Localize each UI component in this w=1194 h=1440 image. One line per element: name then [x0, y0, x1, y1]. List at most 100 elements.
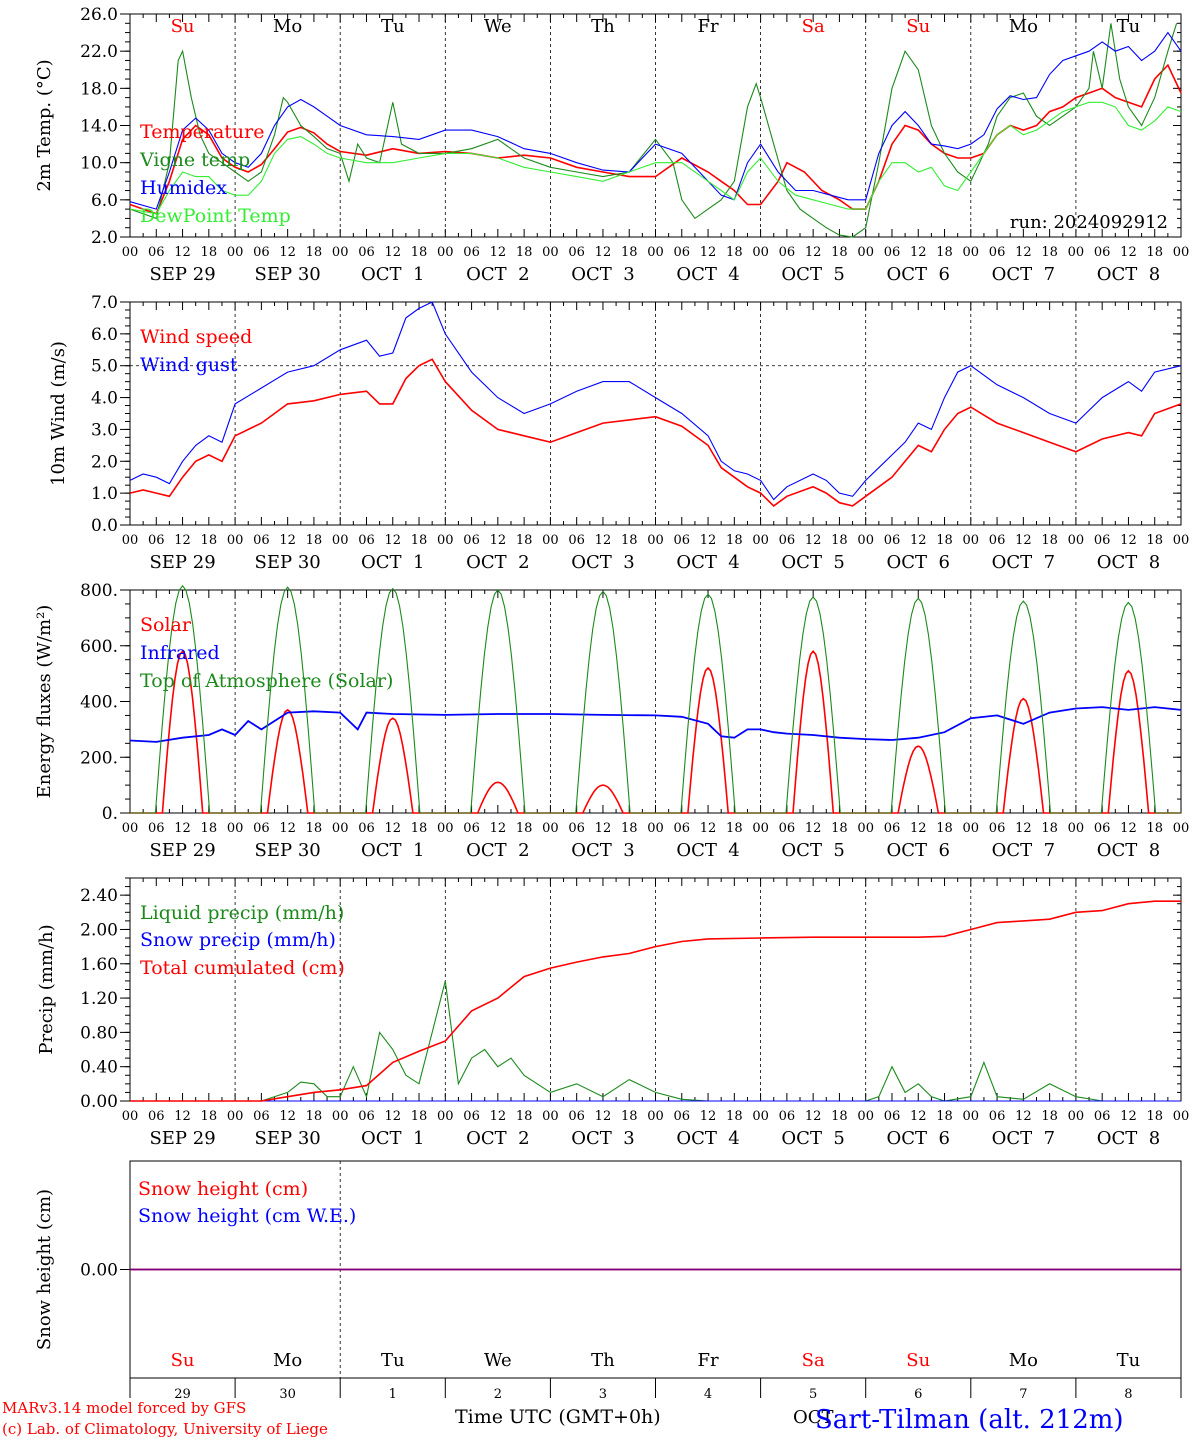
- date-label: OCT 3: [571, 552, 634, 573]
- day-of-week-label: Th: [591, 16, 615, 37]
- date-label: OCT 6: [887, 840, 950, 861]
- panel-1: 00 06 12 18 00 06 12 18 00 06 12 18 00 06 12 18 00 06 12 18…: [34, 5, 1189, 285]
- hour-label: 00: [1173, 821, 1190, 836]
- hour-label: 00: [1068, 1109, 1085, 1124]
- hour-label: 12: [490, 1109, 507, 1124]
- hour-label: 00: [963, 1109, 980, 1124]
- y-tick-label: 0.00: [80, 1092, 118, 1112]
- date-label: OCT 5: [781, 552, 844, 573]
- hour-label: 06: [884, 1109, 901, 1124]
- date-label: OCT 5: [781, 840, 844, 861]
- hour-label: 06: [568, 1109, 585, 1124]
- legend-entry: Top of Atmosphere (Solar): [140, 670, 393, 692]
- panel-3: 00 06 12 18 00 06 12 18 00 06 12 18 00 06 12 18 00 06 12 18…: [34, 581, 1189, 861]
- hour-label: 18: [516, 245, 533, 260]
- y-tick-label: 1.60: [80, 955, 118, 975]
- hour-label: 00: [857, 1109, 874, 1124]
- hour-label: 12: [700, 533, 717, 548]
- day-of-week-label: Mo: [273, 1350, 302, 1371]
- hour-label: 12: [279, 1109, 296, 1124]
- hour-label: 12: [174, 1109, 191, 1124]
- hour-label: 12: [384, 1109, 401, 1124]
- hour-label: 06: [674, 245, 691, 260]
- hour-label: 00: [752, 1109, 769, 1124]
- time-axis-label: Time UTC (GMT+0h): [455, 1406, 661, 1428]
- hour-label: 18: [1146, 245, 1163, 260]
- hour-label: 18: [306, 533, 323, 548]
- legend-entry: Snow precip (mm/h): [140, 929, 336, 951]
- day-number-label: 1: [389, 1387, 397, 1402]
- date-label: OCT 2: [466, 840, 529, 861]
- hour-label: 06: [568, 821, 585, 836]
- footer-copyright: (c) Lab. of Climatology, University of L…: [2, 1420, 328, 1438]
- day-of-week-label: Th: [591, 1350, 615, 1371]
- date-label: SEP 29: [149, 264, 215, 285]
- date-label: OCT 8: [1097, 1128, 1160, 1149]
- hour-label: 18: [411, 1109, 428, 1124]
- date-label: SEP 30: [255, 840, 321, 861]
- hour-label: 18: [1041, 1109, 1058, 1124]
- y-tick-label: 6.0: [91, 191, 118, 211]
- hour-label: 18: [831, 821, 848, 836]
- hour-label: 12: [279, 245, 296, 260]
- hour-label: 12: [700, 245, 717, 260]
- hour-label: 00: [1173, 533, 1190, 548]
- day-of-week-label: Sa: [802, 16, 825, 37]
- hour-label: 12: [595, 821, 612, 836]
- day-number-label: 4: [704, 1387, 712, 1402]
- day-of-week-label: Mo: [1009, 16, 1038, 37]
- hour-label: 12: [910, 1109, 927, 1124]
- hour-label: 06: [1094, 1109, 1111, 1124]
- date-label: OCT 7: [992, 1128, 1055, 1149]
- legend-entry: Total cumulated (cm): [140, 957, 345, 979]
- hour-label: 18: [831, 533, 848, 548]
- run-label: run: 2024092912: [1010, 212, 1168, 233]
- date-label: OCT 4: [676, 840, 739, 861]
- hour-label: 06: [148, 1109, 165, 1124]
- hour-label: 18: [306, 1109, 323, 1124]
- hour-label: 18: [201, 1109, 218, 1124]
- legend-entry: Humidex: [140, 177, 227, 199]
- hour-label: 18: [621, 245, 638, 260]
- hour-label: 00: [332, 533, 349, 548]
- hour-label: 18: [1041, 821, 1058, 836]
- y-tick-label: 2.0: [91, 228, 118, 248]
- hour-label: 00: [437, 533, 454, 548]
- hour-label: 00: [752, 821, 769, 836]
- hour-label: 18: [306, 821, 323, 836]
- hour-label: 18: [936, 245, 953, 260]
- hour-label: 18: [516, 821, 533, 836]
- date-label: OCT 5: [781, 264, 844, 285]
- hour-label: 18: [831, 1109, 848, 1124]
- hour-label: 18: [936, 1109, 953, 1124]
- y-tick-label: 200.: [80, 748, 118, 768]
- hour-label: 12: [1015, 245, 1032, 260]
- date-label: OCT 1: [361, 552, 424, 573]
- day-number-label: 30: [279, 1387, 296, 1402]
- hour-label: 00: [332, 821, 349, 836]
- hour-label: 18: [201, 245, 218, 260]
- date-label: OCT 3: [571, 264, 634, 285]
- day-of-week-label: Fr: [698, 1350, 719, 1371]
- date-label: OCT 7: [992, 264, 1055, 285]
- y-tick-label: 400.: [80, 693, 118, 713]
- hour-label: 12: [595, 245, 612, 260]
- hour-label: 06: [779, 1109, 796, 1124]
- hour-label: 00: [227, 245, 244, 260]
- day-of-week-label: Mo: [1009, 1350, 1038, 1371]
- hour-label: 18: [726, 245, 743, 260]
- hour-label: 12: [595, 533, 612, 548]
- hour-label: 00: [647, 533, 664, 548]
- hour-label: 12: [384, 245, 401, 260]
- date-label: OCT 8: [1097, 552, 1160, 573]
- hour-label: 00: [437, 245, 454, 260]
- hour-label: 00: [122, 533, 139, 548]
- y-tick-label: 2.0: [91, 452, 118, 472]
- hour-label: 12: [910, 245, 927, 260]
- series-line: [129, 706, 1182, 743]
- date-label: SEP 30: [255, 264, 321, 285]
- legend-entry: DewPoint Temp: [140, 205, 291, 227]
- hour-label: 06: [1094, 821, 1111, 836]
- hour-label: 00: [857, 821, 874, 836]
- hour-label: 06: [884, 245, 901, 260]
